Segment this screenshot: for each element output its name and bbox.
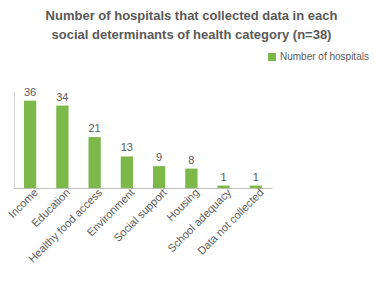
title: Number of hospitals that collected data … xyxy=(46,8,338,42)
data-label: 1 xyxy=(253,171,259,183)
x-axis-line xyxy=(15,188,273,189)
title-line: Number of hospitals that collected data … xyxy=(46,8,338,23)
x-tick: Data not collected xyxy=(195,186,266,257)
data-labels: 36 34 21 13 9 8 1 1 xyxy=(24,86,259,183)
data-label: 8 xyxy=(188,154,194,166)
data-label: 1 xyxy=(221,171,227,183)
data-label: 9 xyxy=(156,151,162,163)
data-label: 21 xyxy=(89,122,101,134)
title-line: social determinants of health category (… xyxy=(52,27,332,42)
bar xyxy=(56,106,68,188)
y-axis xyxy=(14,92,15,189)
chart: Number of hospitals that collected data … xyxy=(0,0,383,304)
bar xyxy=(88,137,100,188)
x-axis: IncomeEducationHealthy food accessEnviro… xyxy=(6,186,273,265)
legend-label: Number of hospitals xyxy=(280,51,369,62)
legend-item: Number of hospitals xyxy=(268,51,369,62)
legend-swatch xyxy=(268,53,276,61)
bars xyxy=(24,101,262,188)
bar xyxy=(153,166,165,188)
x-tick-label: Data not collected xyxy=(195,186,266,257)
data-label: 34 xyxy=(56,91,68,103)
y-axis-line xyxy=(14,92,15,189)
bar xyxy=(24,101,36,188)
bar xyxy=(185,169,197,188)
x-tick-label: Social support xyxy=(111,186,169,244)
bar xyxy=(121,156,133,188)
data-label: 13 xyxy=(121,141,133,153)
legend: Number of hospitals xyxy=(268,51,369,62)
x-tick: Social support xyxy=(111,186,169,244)
data-label: 36 xyxy=(24,86,36,98)
